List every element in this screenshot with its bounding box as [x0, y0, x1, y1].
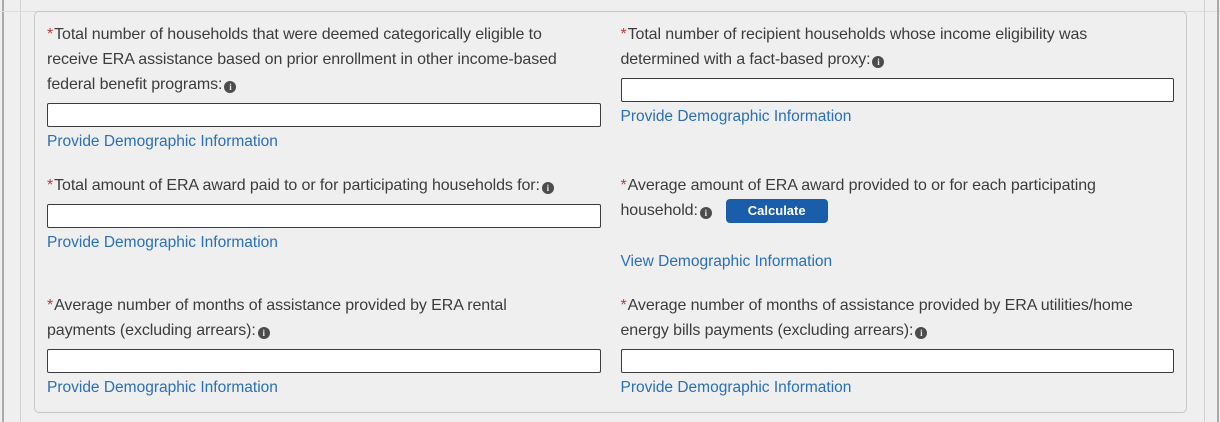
provide-demographic-link[interactable]: Provide Demographic Information: [47, 379, 278, 396]
total-amount-paid-input[interactable]: [47, 204, 601, 228]
provide-demographic-link[interactable]: Provide Demographic Information: [620, 379, 852, 396]
field-label: *Average number of months of assistance …: [621, 293, 1175, 343]
categorically-eligible-input[interactable]: [47, 103, 601, 127]
info-icon[interactable]: i: [915, 327, 928, 339]
info-icon-glyph: i: [262, 328, 266, 338]
field-average-award: *Average amount of ERA award provided to…: [621, 173, 1175, 271]
info-icon-glyph: i: [920, 328, 923, 338]
info-icon[interactable]: i: [541, 182, 554, 194]
required-asterisk: *: [47, 26, 54, 43]
view-demographic-link[interactable]: View Demographic Information: [620, 253, 833, 270]
required-asterisk: *: [620, 177, 627, 194]
field-label-text: Average number of months of assistance p…: [47, 297, 507, 339]
inner-left-border: [20, 0, 21, 422]
calculate-button[interactable]: Calculate: [725, 198, 828, 223]
provide-demographic-link[interactable]: Provide Demographic Information: [47, 133, 278, 150]
fact-based-proxy-input[interactable]: [620, 78, 1174, 102]
info-icon[interactable]: i: [224, 81, 237, 93]
info-icon[interactable]: i: [699, 207, 712, 219]
field-avg-months-utilities: *Average number of months of assistance …: [620, 293, 1175, 397]
required-asterisk: *: [47, 177, 54, 194]
inner-right-border: [1204, 0, 1205, 422]
info-icon[interactable]: i: [257, 327, 270, 339]
outer-left-border: [2, 0, 4, 422]
field-label-text: Average amount of ERA award provided to …: [620, 177, 1096, 219]
provide-demographic-link[interactable]: Provide Demographic Information: [620, 108, 852, 125]
avg-months-utilities-input[interactable]: [620, 349, 1174, 373]
field-avg-months-rental: *Average number of months of assistance …: [47, 293, 601, 397]
field-label: *Average number of months of assistance …: [47, 293, 601, 343]
info-icon-glyph: i: [704, 208, 708, 218]
provide-demographic-link[interactable]: Provide Demographic Information: [47, 234, 278, 251]
outer-right-border: [1217, 0, 1219, 422]
avg-months-rental-input[interactable]: [47, 349, 601, 373]
required-asterisk: *: [47, 297, 54, 314]
field-label-text: Total number of households that were dee…: [47, 26, 557, 93]
field-label-text: Total amount of ERA award paid to or for…: [54, 177, 540, 194]
required-asterisk: *: [620, 297, 627, 314]
info-icon[interactable]: i: [872, 56, 885, 68]
info-icon-glyph: i: [229, 82, 232, 92]
field-label: *Total number of recipient households wh…: [621, 22, 1175, 72]
field-total-amount-paid: *Total amount of ERA award paid to or fo…: [47, 173, 601, 271]
info-icon-glyph: i: [546, 183, 550, 193]
form-grid: *Total number of households that were de…: [35, 12, 1186, 409]
era-form-panel: *Total number of households that were de…: [34, 11, 1187, 413]
required-asterisk: *: [620, 26, 627, 43]
field-label: *Total amount of ERA award paid to or fo…: [47, 173, 601, 198]
field-label: *Average amount of ERA award provided to…: [621, 173, 1175, 223]
field-label: *Total number of households that were de…: [47, 22, 601, 97]
field-categorically-eligible: *Total number of households that were de…: [47, 22, 601, 151]
field-fact-based-proxy: *Total number of recipient households wh…: [620, 22, 1175, 151]
info-icon-glyph: i: [877, 57, 880, 67]
field-label-text: Total number of recipient households who…: [620, 26, 1088, 68]
field-label-text: Average number of months of assistance p…: [620, 297, 1133, 339]
